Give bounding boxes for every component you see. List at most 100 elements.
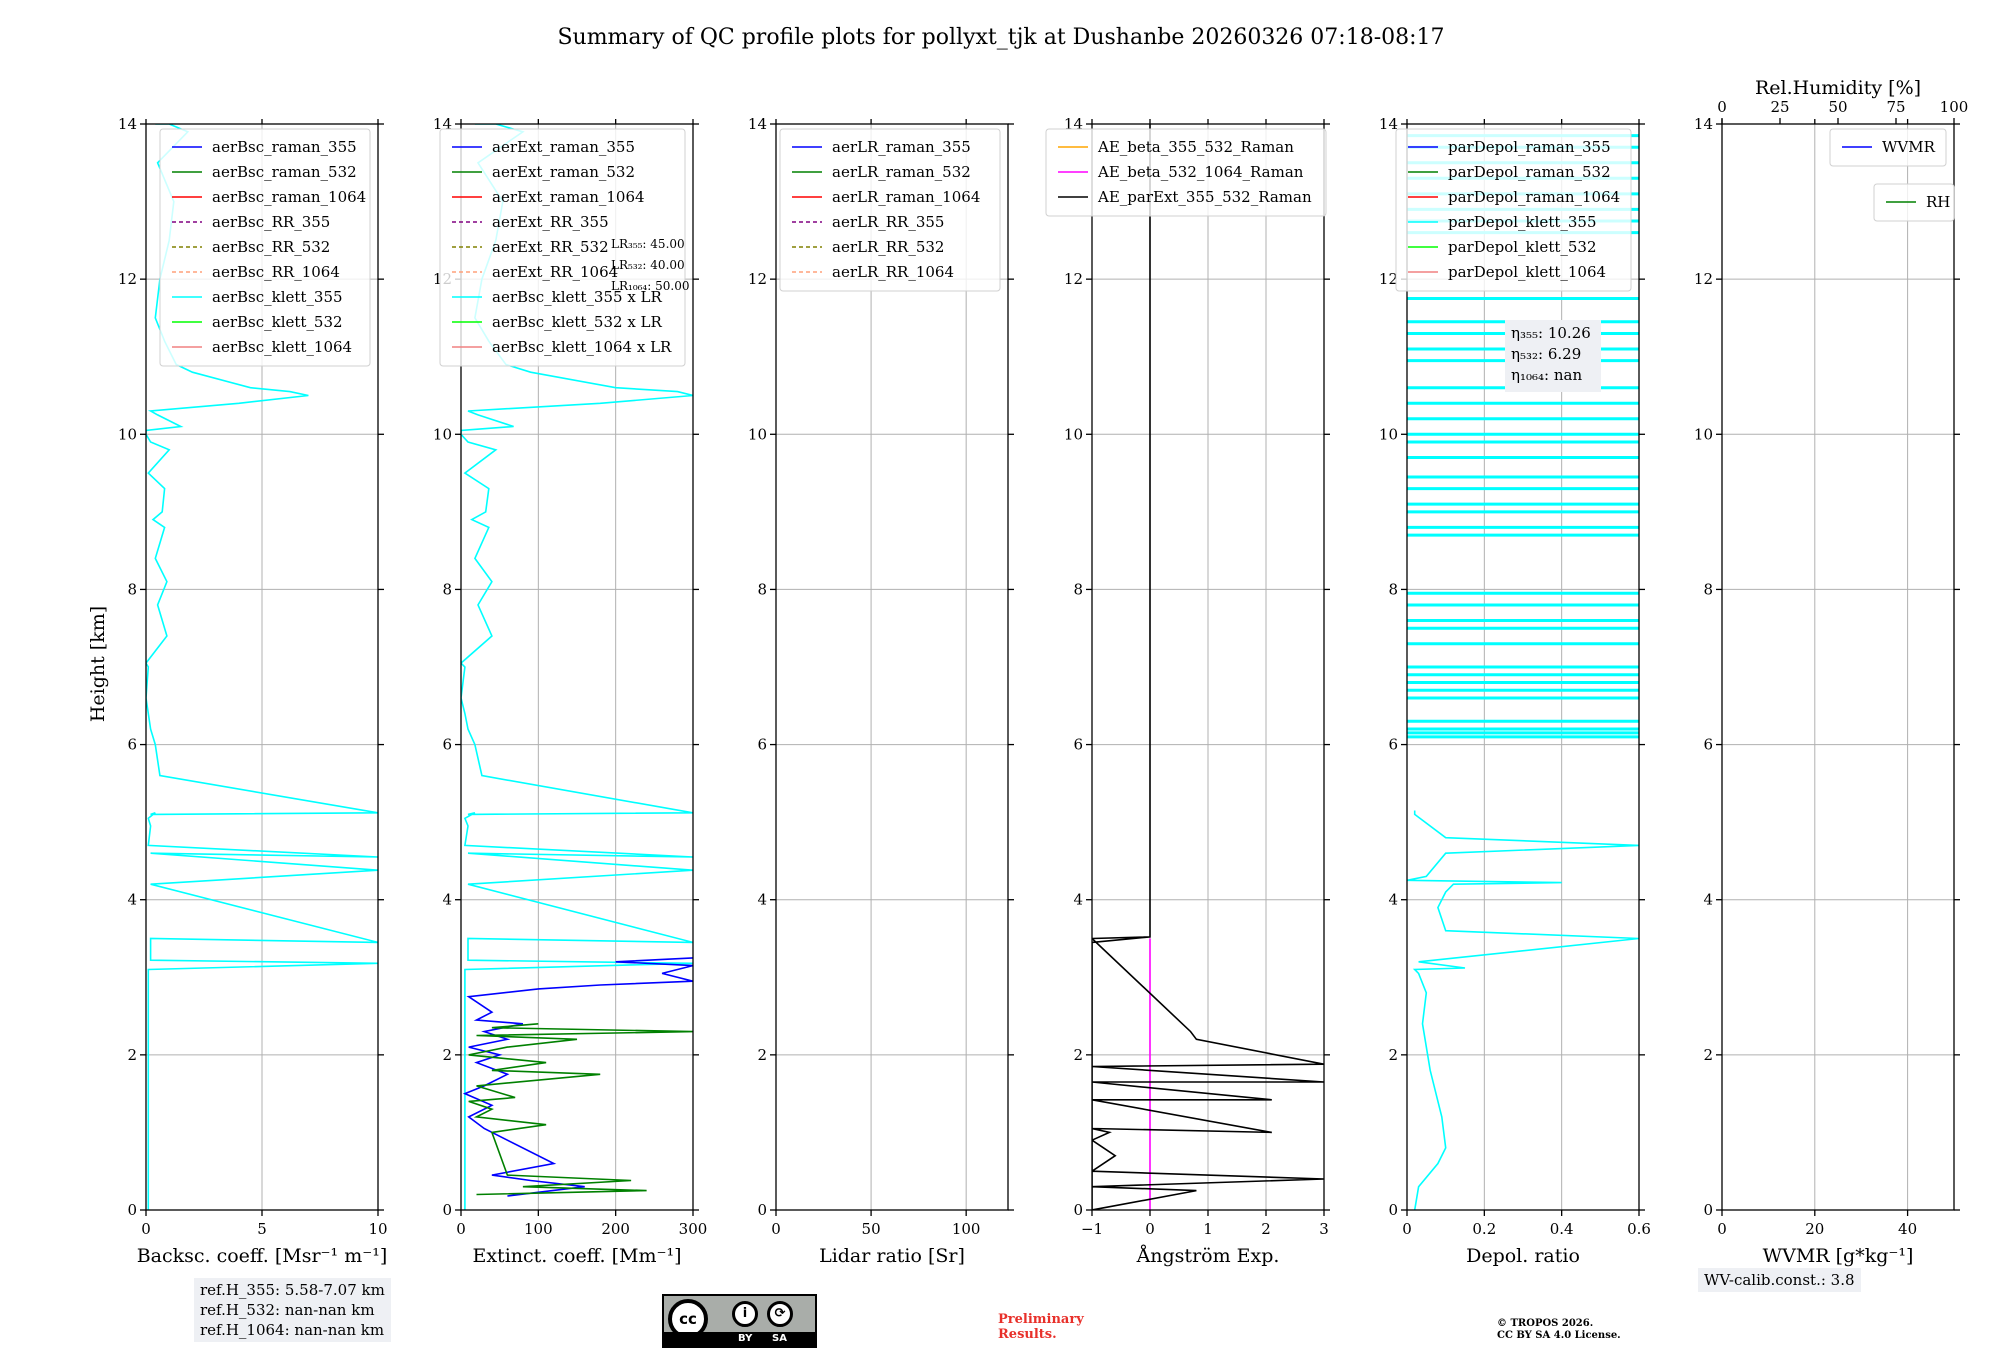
annotation-text: η₁₀₆₄: nan xyxy=(1511,366,1582,384)
copyright-note: © TROPOS 2026. CC BY SA 4.0 License. xyxy=(1497,1318,1621,1342)
y-tick-label: 2 xyxy=(1388,1046,1398,1064)
legend-entry: aerExt_raman_532 xyxy=(492,163,635,181)
share-alike-icon: ⟳ xyxy=(767,1301,793,1327)
y-tick-label: 2 xyxy=(1073,1046,1083,1064)
wv-calib-text: WV-calib.const.: 3.8 xyxy=(1704,1271,1855,1289)
legend-box xyxy=(1829,128,1947,167)
top-x-tick-label: 0 xyxy=(1717,98,1727,116)
x-axis-label: WVMR [g*kg⁻¹] xyxy=(1763,1245,1914,1267)
series-group xyxy=(1407,134,1639,1210)
y-tick-label: 14 xyxy=(1694,115,1713,133)
legend-entry: parDepol_raman_355 xyxy=(1448,138,1611,156)
x-tick-label: 0 xyxy=(771,1220,781,1238)
reference-height-box: ref.H_355: 5.58-7.07 km ref.H_532: nan-n… xyxy=(194,1278,391,1342)
y-tick-label: 8 xyxy=(127,580,137,598)
x-tick-label: 0 xyxy=(1402,1220,1412,1238)
y-tick-label: 4 xyxy=(1388,891,1398,909)
panel-ext: 010020030002468101214Extinct. coeff. [Mm… xyxy=(433,115,707,1267)
legend-box xyxy=(1045,128,1327,217)
cc-badge-bar xyxy=(664,1332,815,1346)
series-line-aerExt_raman_532 xyxy=(468,1023,693,1196)
x-tick-label: −1 xyxy=(1081,1220,1103,1238)
attribution-icon: i xyxy=(732,1301,758,1327)
figure-title: Summary of QC profile plots for pollyxt_… xyxy=(557,25,1444,50)
legend-entry: aerBsc_RR_355 xyxy=(212,213,330,231)
x-tick-label: 20 xyxy=(1805,1220,1824,1238)
y-tick-label: 12 xyxy=(1064,270,1083,288)
y-tick-label: 6 xyxy=(757,736,767,754)
panel-depol: 0 0.2 0.4 0.6 0 2 4 6 8 10 12 14 Depol. ratio parDepo… xyxy=(1379,115,1651,1267)
legend-entry: parDepol_klett_355 xyxy=(1448,213,1597,231)
preliminary-line-1: Preliminary xyxy=(998,1312,1084,1327)
annotation-box: η₃₅₅: 10.26 η₅₃₂: 6.29 η₁₀₆₄: nan xyxy=(1505,320,1601,392)
legend-box xyxy=(1395,128,1632,292)
y-tick-label: 0 xyxy=(1703,1201,1713,1219)
y-tick-label: 2 xyxy=(757,1046,767,1064)
legend-entry: aerExt_raman_1064 xyxy=(492,188,645,206)
x-axis-label: Backsc. coeff. [Msr⁻¹ m⁻¹] xyxy=(137,1245,388,1267)
y-tick-label: 6 xyxy=(442,736,452,754)
legend: parDepol_raman_355 parDepol_raman_532 parD… xyxy=(1395,128,1632,292)
y-tick-label: 4 xyxy=(1703,891,1713,909)
x-axis-label: Lidar ratio [Sr] xyxy=(819,1245,965,1267)
axes-frame xyxy=(775,123,1009,1211)
top-x-tick-label: 50 xyxy=(1828,98,1847,116)
copyright-line-2: CC BY SA 4.0 License. xyxy=(1497,1330,1621,1341)
x-tick-label: 0 xyxy=(1145,1220,1155,1238)
series-group xyxy=(1092,124,1324,1210)
x-tick-label: 1 xyxy=(1203,1220,1213,1238)
x-axis-label: Depol. ratio xyxy=(1466,1245,1580,1267)
legend-entry: aerLR_RR_355 xyxy=(832,213,944,231)
x-tick-label: 3 xyxy=(1319,1220,1329,1238)
series-line-parDepol_klett_355 xyxy=(1407,810,1639,1210)
refh-355: ref.H_355: 5.58-7.07 km xyxy=(200,1281,385,1299)
x-tick-label: 100 xyxy=(524,1220,553,1238)
legend-entry: aerBsc_RR_532 xyxy=(212,238,330,256)
panel-bsc: 0 5 10 0 2 4 6 8 10 12 14 Backsc. coeff. [Msr⁻¹ m⁻¹… xyxy=(118,115,388,1267)
y-axis-label: Height [km] xyxy=(87,606,109,722)
y-tick-label: 8 xyxy=(757,580,767,598)
y-tick-label: 2 xyxy=(442,1046,452,1064)
legend-entry: aerBsc_klett_532 x LR xyxy=(492,313,663,331)
x-tick-label: 100 xyxy=(952,1220,981,1238)
y-tick-label: 6 xyxy=(1073,736,1083,754)
x-axis-label: Extinct. coeff. [Mm⁻¹] xyxy=(472,1245,681,1267)
annotation-text: LR₃₅₅: 45.00 xyxy=(611,237,685,251)
legend-entry: aerLR_raman_532 xyxy=(832,163,971,181)
annotation-text: LR₁₀₆₄: 50.00 xyxy=(611,279,689,293)
legend-entry: parDepol_raman_532 xyxy=(1448,163,1611,181)
y-tick-label: 2 xyxy=(127,1046,137,1064)
x-tick-label: 50 xyxy=(862,1220,881,1238)
series-line-AE_parExt_355_532_Raman xyxy=(1092,124,1324,1210)
y-tick-label: 8 xyxy=(1703,580,1713,598)
y-tick-label: 10 xyxy=(1694,425,1713,443)
legend: aerLR_raman_355 aerLR_raman_532 aerLR_rama… xyxy=(779,128,1001,292)
x-tick-label: 0 xyxy=(456,1220,466,1238)
legend-box xyxy=(779,128,1001,292)
legend-entry: aerBsc_klett_1064 xyxy=(212,338,352,356)
cc-sa-label: SA xyxy=(772,1333,787,1344)
legend-rh: RH xyxy=(1873,183,1955,222)
legend-entry: aerBsc_raman_355 xyxy=(212,138,357,156)
legend-entry: aerLR_raman_355 xyxy=(832,138,971,156)
x-tick-label: 0.4 xyxy=(1550,1220,1574,1238)
x-tick-label: 0 xyxy=(1717,1220,1727,1238)
annotation-text: η₃₅₅: 10.26 xyxy=(1511,324,1591,342)
panel-lr: 0 50 100 0 2 4 6 8 10 12 14 Lidar ratio [Sr] aerLR_r… xyxy=(748,115,1014,1267)
y-tick-label: 12 xyxy=(1379,270,1398,288)
top-x-tick-label: 100 xyxy=(1940,98,1969,116)
legend-entry: AE_beta_532_1064_Raman xyxy=(1097,163,1304,181)
y-tick-label: 12 xyxy=(1694,270,1713,288)
y-tick-label: 14 xyxy=(118,115,137,133)
x-tick-label: 200 xyxy=(601,1220,630,1238)
y-tick-label: 4 xyxy=(127,891,137,909)
y-tick-label: 4 xyxy=(1073,891,1083,909)
y-tick-label: 12 xyxy=(748,270,767,288)
y-tick-label: 4 xyxy=(442,891,452,909)
legend-entry: aerExt_RR_355 xyxy=(492,213,609,231)
legend: AE_beta_355_532_Raman AE_beta_532_1064_Ra… xyxy=(1045,128,1327,217)
legend: aerExt_raman_355 aerExt_raman_532 aerExt_r… xyxy=(439,128,686,367)
legend-entry: aerBsc_klett_355 xyxy=(212,288,343,306)
y-tick-label: 0 xyxy=(442,1201,452,1219)
